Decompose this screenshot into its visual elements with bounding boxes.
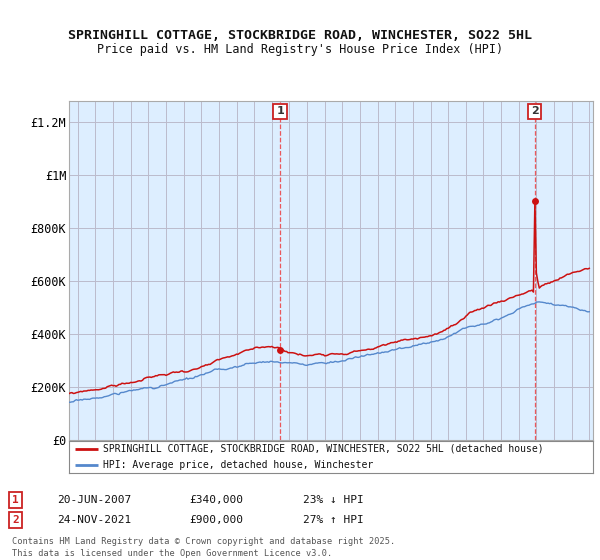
- Text: 2: 2: [12, 515, 19, 525]
- Text: 20-JUN-2007: 20-JUN-2007: [57, 495, 131, 505]
- Text: 23% ↓ HPI: 23% ↓ HPI: [303, 495, 364, 505]
- Text: SPRINGHILL COTTAGE, STOCKBRIDGE ROAD, WINCHESTER, SO22 5HL: SPRINGHILL COTTAGE, STOCKBRIDGE ROAD, WI…: [68, 29, 532, 42]
- Text: Price paid vs. HM Land Registry's House Price Index (HPI): Price paid vs. HM Land Registry's House …: [97, 43, 503, 56]
- Text: HPI: Average price, detached house, Winchester: HPI: Average price, detached house, Winc…: [103, 460, 373, 470]
- Text: 1: 1: [12, 495, 19, 505]
- Text: £900,000: £900,000: [189, 515, 243, 525]
- Text: SPRINGHILL COTTAGE, STOCKBRIDGE ROAD, WINCHESTER, SO22 5HL (detached house): SPRINGHILL COTTAGE, STOCKBRIDGE ROAD, WI…: [103, 444, 544, 454]
- Text: 2: 2: [531, 106, 538, 116]
- Text: 24-NOV-2021: 24-NOV-2021: [57, 515, 131, 525]
- Text: £340,000: £340,000: [189, 495, 243, 505]
- Text: 27% ↑ HPI: 27% ↑ HPI: [303, 515, 364, 525]
- Text: Contains HM Land Registry data © Crown copyright and database right 2025.
This d: Contains HM Land Registry data © Crown c…: [12, 537, 395, 558]
- Text: 1: 1: [276, 106, 284, 116]
